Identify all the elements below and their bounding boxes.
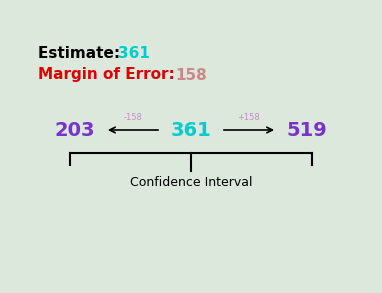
Text: 361: 361 xyxy=(118,45,150,60)
Text: 203: 203 xyxy=(55,120,95,139)
Text: +158: +158 xyxy=(238,113,261,122)
Text: 158: 158 xyxy=(175,67,207,83)
Text: 519: 519 xyxy=(286,120,327,139)
Text: 361: 361 xyxy=(171,120,211,139)
Text: Estimate:: Estimate: xyxy=(38,45,125,60)
Text: -158: -158 xyxy=(123,113,142,122)
Text: Confidence Interval: Confidence Interval xyxy=(130,176,252,190)
Text: Margin of Error:: Margin of Error: xyxy=(38,67,180,83)
